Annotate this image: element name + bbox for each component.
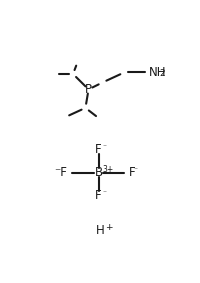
Text: 2: 2 [159, 70, 165, 78]
Text: B: B [95, 166, 103, 179]
Text: F: F [95, 143, 102, 156]
Text: H: H [96, 224, 105, 237]
Text: ⁻: ⁻ [134, 165, 138, 174]
Text: ⁻F: ⁻F [54, 166, 67, 179]
Text: NH: NH [149, 66, 166, 79]
Text: 3+: 3+ [102, 165, 114, 174]
Text: F: F [129, 166, 135, 179]
Text: F: F [95, 189, 102, 202]
Text: ⁻: ⁻ [102, 142, 106, 151]
Text: ⁻: ⁻ [102, 188, 106, 197]
Text: +: + [105, 223, 112, 232]
Text: P: P [85, 83, 92, 96]
